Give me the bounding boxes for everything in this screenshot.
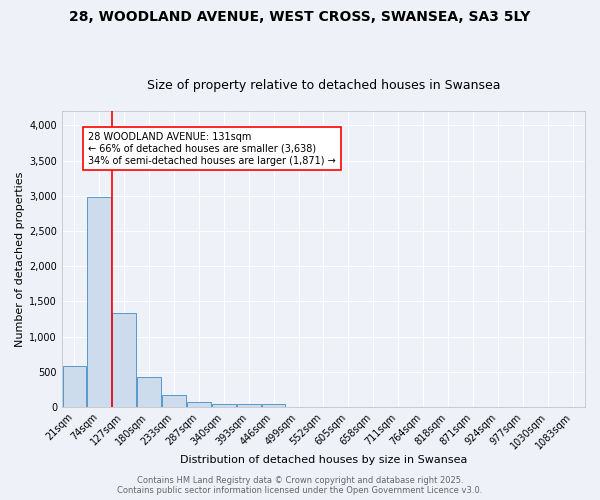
Bar [262,404,286,407]
Bar [237,404,260,407]
Bar [88,197,111,407]
Bar [62,366,86,407]
Text: 28, WOODLAND AVENUE, WEST CROSS, SWANSEA, SA3 5LY: 28, WOODLAND AVENUE, WEST CROSS, SWANSEA… [70,10,530,24]
Text: 28 WOODLAND AVENUE: 131sqm
← 66% of detached houses are smaller (3,638)
34% of s: 28 WOODLAND AVENUE: 131sqm ← 66% of deta… [88,132,336,166]
Text: Contains HM Land Registry data © Crown copyright and database right 2025.
Contai: Contains HM Land Registry data © Crown c… [118,476,482,495]
X-axis label: Distribution of detached houses by size in Swansea: Distribution of detached houses by size … [180,455,467,465]
Bar [212,404,236,407]
Bar [162,396,186,407]
Bar [137,376,161,407]
Title: Size of property relative to detached houses in Swansea: Size of property relative to detached ho… [147,79,500,92]
Y-axis label: Number of detached properties: Number of detached properties [15,172,25,347]
Bar [187,402,211,407]
Bar [112,312,136,407]
